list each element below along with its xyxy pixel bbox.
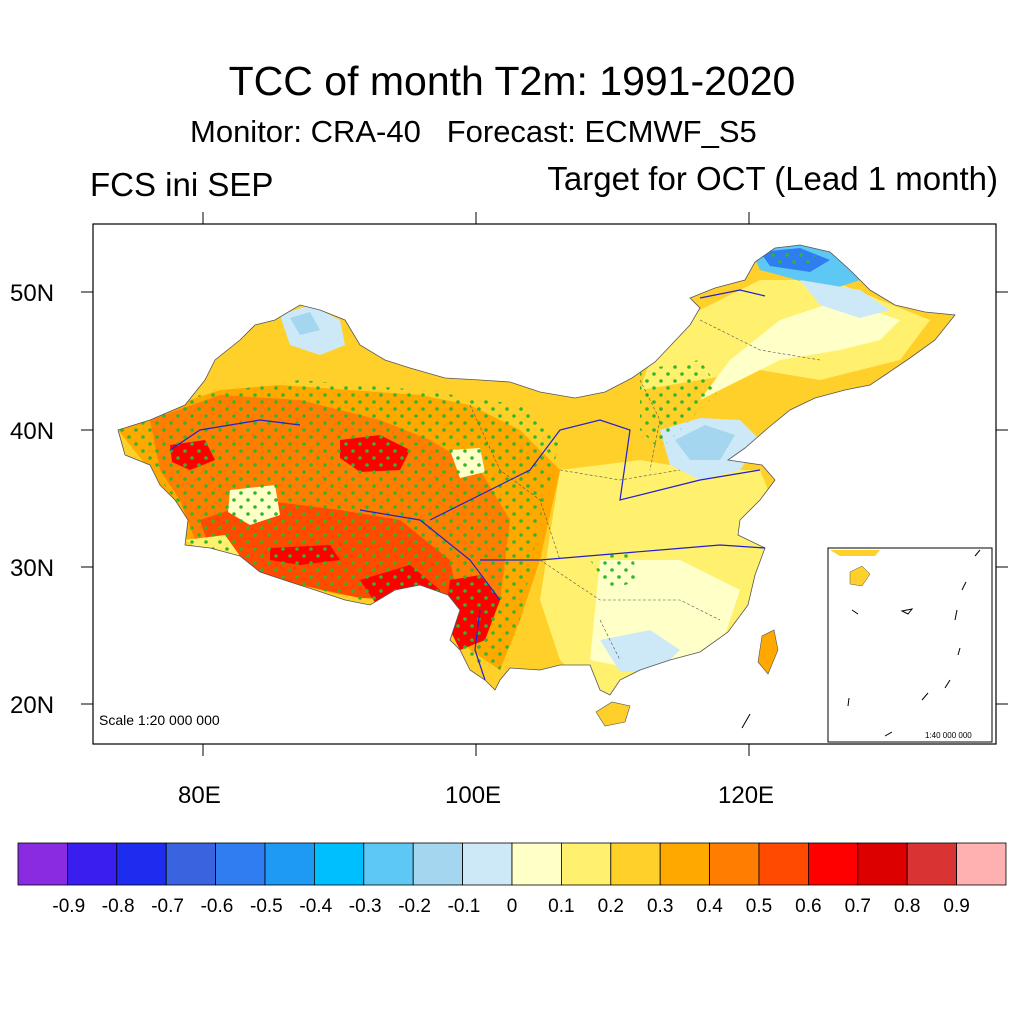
colorbar-tick-label: -0.4 <box>299 896 333 917</box>
colorbar-swatch <box>116 842 167 886</box>
colorbar-swatch <box>165 842 216 886</box>
colorbar-swatch <box>17 842 68 886</box>
colorbar-tick-label: 0 <box>506 896 518 917</box>
hainan-island <box>595 701 631 727</box>
colorbar-swatch <box>857 842 908 886</box>
colorbar-swatch <box>561 842 612 886</box>
colorbar <box>17 842 1007 886</box>
colorbar-swatch <box>956 842 1007 886</box>
colorbar-tick-label: 0.2 <box>597 896 624 917</box>
province-borders <box>469 319 821 661</box>
axis-ticks <box>81 212 1008 756</box>
colorbar-swatch <box>906 842 958 886</box>
colorbar-tick-label: 0.7 <box>844 896 871 917</box>
lat-label-20n: 20N <box>10 692 55 719</box>
colorbar-swatch <box>462 842 513 886</box>
colorbar-tick-label: 0.4 <box>696 896 723 917</box>
colorbar-tick-label: -0.3 <box>348 896 382 917</box>
lon-label-120e: 120E <box>718 782 775 809</box>
taiwan-island <box>757 629 779 675</box>
colorbar-tick-label: -0.2 <box>398 896 431 917</box>
colorbar-tick-label: -0.8 <box>101 896 135 917</box>
colorbar-tick-label: 0.3 <box>646 896 674 917</box>
forecast-init-label: FCS ini SEP <box>90 166 274 203</box>
colorbar-tick-label: 0.5 <box>745 896 773 917</box>
china-outline <box>117 244 956 696</box>
inset-scale-label: 1:40 000 000 <box>925 731 972 740</box>
colorbar-tick-label: -0.5 <box>250 896 283 917</box>
scale-label: Scale 1:20 000 000 <box>99 712 220 728</box>
lat-label-40n: 40N <box>10 418 55 445</box>
lat-label-50n: 50N <box>10 280 55 307</box>
colorbar-swatch <box>511 842 562 886</box>
colorbar-tick-label: -0.7 <box>151 896 184 917</box>
colorbar-swatch <box>363 842 414 886</box>
target-label: Target for OCT (Lead 1 month) <box>547 160 998 197</box>
colorbar-swatch <box>313 842 365 886</box>
lon-label-100e: 100E <box>445 782 502 809</box>
colorbar-swatch <box>215 842 266 886</box>
lat-label-30n: 30N <box>10 555 55 582</box>
colorbar-swatch <box>709 842 760 886</box>
map-subtitle: Monitor: CRA-40 Forecast: ECMWF_S5 <box>190 114 757 149</box>
colorbar-tick-label: 0.9 <box>943 896 970 917</box>
map-title: TCC of month T2m: 1991-2020 <box>228 58 796 104</box>
colorbar-tick-label: 0.1 <box>548 896 575 917</box>
colorbar-swatch <box>412 842 464 886</box>
colorbar-tick-label: 0.8 <box>893 896 921 917</box>
rivers <box>169 289 766 681</box>
colorbar-tick-label: -0.9 <box>52 896 86 917</box>
colorbar-tick-label: 0.6 <box>795 896 822 917</box>
colorbar-swatch <box>758 842 809 886</box>
sea-line <box>741 713 751 729</box>
colorbar-swatch <box>659 842 711 886</box>
colorbar-swatch <box>610 842 661 886</box>
lon-label-80e: 80E <box>178 782 221 809</box>
south-china-sea-inset <box>827 547 993 743</box>
colorbar-swatch <box>264 842 315 886</box>
colorbar-swatch <box>67 842 118 886</box>
colorbar-tick-label: -0.6 <box>200 896 234 917</box>
colorbar-swatch <box>808 842 859 886</box>
colorbar-tick-label: -0.1 <box>447 896 481 917</box>
